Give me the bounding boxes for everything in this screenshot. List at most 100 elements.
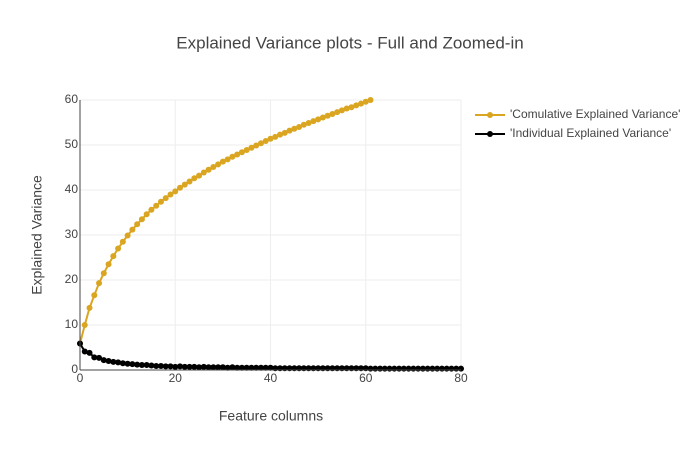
data-point	[162, 195, 169, 202]
legend-label: 'Comulative Explained Variance'	[510, 107, 680, 121]
data-point	[343, 105, 350, 112]
data-point	[257, 364, 264, 371]
data-point	[215, 161, 222, 168]
data-point	[338, 107, 345, 114]
data-point	[81, 322, 88, 328]
y-tick-label: 30	[65, 227, 79, 241]
data-point	[177, 363, 184, 370]
data-point	[229, 153, 236, 160]
y-tick-label: 40	[65, 182, 79, 196]
data-point	[324, 112, 331, 119]
data-point	[119, 238, 126, 245]
data-point	[215, 364, 222, 371]
x-axis-title: Feature columns	[219, 408, 323, 424]
data-point	[357, 100, 364, 107]
y-tick-label: 20	[65, 272, 79, 286]
x-tick-label: 80	[454, 371, 468, 385]
data-point	[191, 363, 198, 370]
data-point	[196, 364, 203, 371]
data-point	[153, 202, 160, 209]
y-tick-label: 10	[65, 317, 79, 331]
data-point	[200, 363, 207, 370]
data-point	[248, 364, 255, 371]
data-point	[224, 364, 231, 371]
data-point	[219, 158, 226, 165]
data-point	[253, 364, 260, 371]
data-point	[243, 364, 250, 371]
data-point	[296, 124, 303, 130]
legend: 'Comulative Explained Variance' 'Individu…	[475, 107, 680, 140]
data-point	[96, 354, 103, 361]
data-point	[367, 97, 374, 103]
data-point	[110, 253, 117, 260]
data-point	[148, 206, 155, 213]
y-axis-title: Explained Variance	[29, 175, 45, 295]
series-line	[79, 99, 371, 344]
grid	[79, 99, 462, 371]
data-point	[91, 354, 98, 361]
data-point	[105, 358, 112, 364]
data-point	[129, 361, 136, 368]
data-point	[210, 164, 217, 171]
data-point	[277, 131, 284, 138]
data-point	[119, 360, 126, 367]
data-point	[100, 270, 107, 277]
data-point	[105, 261, 112, 268]
data-point	[138, 362, 145, 369]
data-point	[262, 364, 269, 371]
data-point	[172, 188, 179, 195]
data-point	[81, 348, 88, 355]
data-point	[177, 184, 184, 191]
data-point	[310, 118, 317, 125]
x-tick-label: 40	[264, 371, 278, 385]
data-point	[162, 363, 169, 370]
data-point	[281, 129, 288, 136]
x-tick-label: 60	[359, 371, 373, 385]
legend-label: 'Individual Explained Variance'	[510, 126, 671, 140]
x-tick-label: 0	[77, 371, 84, 385]
data-point	[100, 357, 107, 364]
data-point	[134, 221, 141, 228]
data-point	[229, 364, 236, 371]
data-point	[224, 156, 231, 163]
data-point	[157, 198, 164, 205]
data-point	[196, 172, 203, 179]
data-point	[186, 363, 193, 370]
data-point	[143, 211, 150, 218]
data-point	[186, 178, 193, 185]
data-point	[167, 191, 174, 198]
data-point	[124, 360, 131, 367]
ticks: 0 10 20 30 40 50 60 0 20 40 60 80	[65, 92, 468, 385]
data-point	[153, 362, 160, 369]
data-point	[257, 140, 264, 147]
data-point	[291, 125, 298, 132]
data-point	[329, 110, 336, 117]
data-point	[253, 142, 260, 149]
data-point	[86, 349, 93, 356]
data-point	[272, 133, 279, 140]
data-point	[219, 364, 226, 371]
data-point	[205, 166, 212, 173]
data-point	[210, 364, 217, 371]
data-point	[348, 104, 355, 111]
data-point	[91, 292, 98, 299]
data-point	[148, 362, 155, 369]
data-point	[238, 364, 245, 371]
data-point	[353, 102, 360, 109]
data-point	[157, 362, 164, 369]
legend-marker	[487, 112, 493, 118]
x-tick-label: 20	[169, 371, 183, 385]
data-point	[181, 363, 188, 370]
data-point	[143, 362, 150, 369]
data-point	[129, 226, 136, 233]
data-point	[138, 216, 145, 223]
data-point	[200, 169, 207, 176]
data-point	[234, 151, 241, 158]
data-point	[267, 364, 274, 371]
data-point	[172, 363, 179, 370]
data-point	[181, 181, 188, 188]
data-point	[115, 359, 122, 366]
data-point	[334, 109, 341, 116]
data-point	[248, 144, 255, 151]
